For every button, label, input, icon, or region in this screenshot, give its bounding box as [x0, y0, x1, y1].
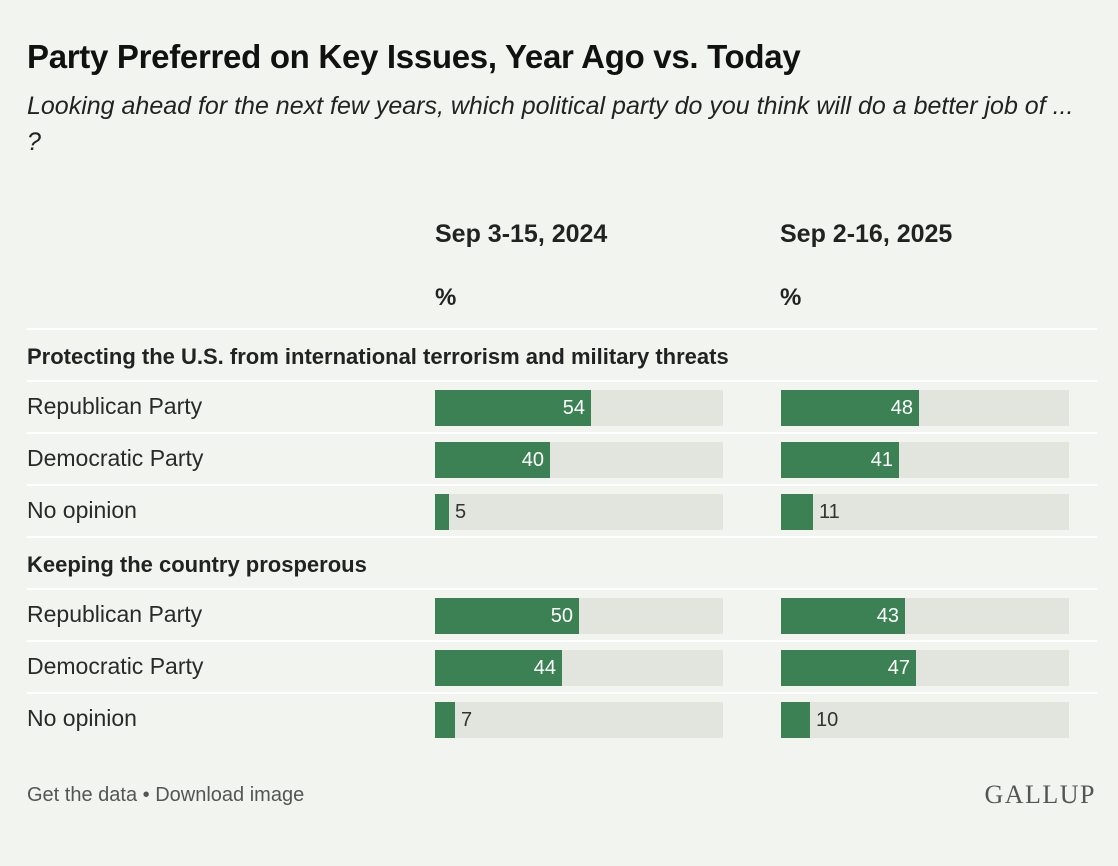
divider-line: [27, 588, 1097, 590]
bar-value-label: 7: [461, 709, 473, 731]
bar-value-label: 43: [876, 605, 899, 627]
bar-track: 11: [781, 494, 1069, 530]
bar: [435, 494, 449, 530]
column-unit-2024: %: [435, 284, 457, 311]
bar-value-label: 47: [887, 657, 910, 679]
bar: [781, 650, 916, 686]
divider-line: [27, 640, 1097, 642]
divider-line: [27, 328, 1097, 330]
bar-track: 47: [781, 650, 1069, 686]
row-label: No opinion: [27, 497, 137, 523]
bar: [435, 598, 579, 634]
bar: [435, 390, 591, 426]
bar-track: 41: [781, 442, 1069, 478]
row-label: Democratic Party: [27, 445, 204, 471]
bar-track: 43: [781, 598, 1069, 634]
bar: [781, 442, 899, 478]
bar: [435, 650, 562, 686]
bar-track: 50: [435, 598, 723, 634]
bar: [435, 442, 550, 478]
bar-value-label: 5: [455, 501, 467, 523]
divider-line: [27, 536, 1097, 538]
bar: [435, 702, 455, 738]
bar-track: 54: [435, 390, 723, 426]
section-label: Protecting the U.S. from international t…: [27, 344, 729, 369]
column-unit-2025: %: [780, 284, 802, 311]
column-header-2025: Sep 2-16, 2025: [780, 220, 953, 248]
row-label: No opinion: [27, 705, 137, 731]
bar-value-label: 41: [870, 449, 893, 471]
bar-track: 44: [435, 650, 723, 686]
section-label: Keeping the country prosperous: [27, 552, 367, 577]
footer-separator: •: [142, 784, 150, 806]
divider-line: [27, 432, 1097, 434]
divider-line: [27, 484, 1097, 486]
bar-track: 5: [435, 494, 723, 530]
footer-links: Get the data • Download image: [27, 784, 304, 807]
bar-value-label: 11: [819, 501, 840, 523]
column-header-2024: Sep 3-15, 2024: [435, 220, 608, 248]
bar: [781, 598, 905, 634]
bar: [781, 702, 810, 738]
bar: [781, 494, 813, 530]
bar-track: 10: [781, 702, 1069, 738]
divider-line: [27, 692, 1097, 694]
download-image-link[interactable]: Download image: [155, 784, 305, 806]
get-data-link[interactable]: Get the data: [27, 784, 138, 806]
divider-line: [27, 380, 1097, 382]
bar-value-label: 40: [521, 449, 544, 471]
gallup-logo: GALLUP: [984, 780, 1096, 809]
bar-track: 7: [435, 702, 723, 738]
bar-value-label: 10: [816, 709, 839, 731]
row-label: Republican Party: [27, 601, 203, 627]
bar-value-label: 54: [562, 397, 585, 419]
row-label: Democratic Party: [27, 653, 204, 679]
bar-value-label: 44: [533, 657, 556, 679]
bar-track: 48: [781, 390, 1069, 426]
chart-subtitle: Looking ahead for the next few years, wh…: [27, 92, 1074, 156]
bar-value-label: 50: [550, 605, 573, 627]
bar: [781, 390, 919, 426]
bar-track: 40: [435, 442, 723, 478]
row-label: Republican Party: [27, 393, 203, 419]
chart-title: Party Preferred on Key Issues, Year Ago …: [27, 38, 801, 75]
bar-value-label: 48: [890, 397, 913, 419]
